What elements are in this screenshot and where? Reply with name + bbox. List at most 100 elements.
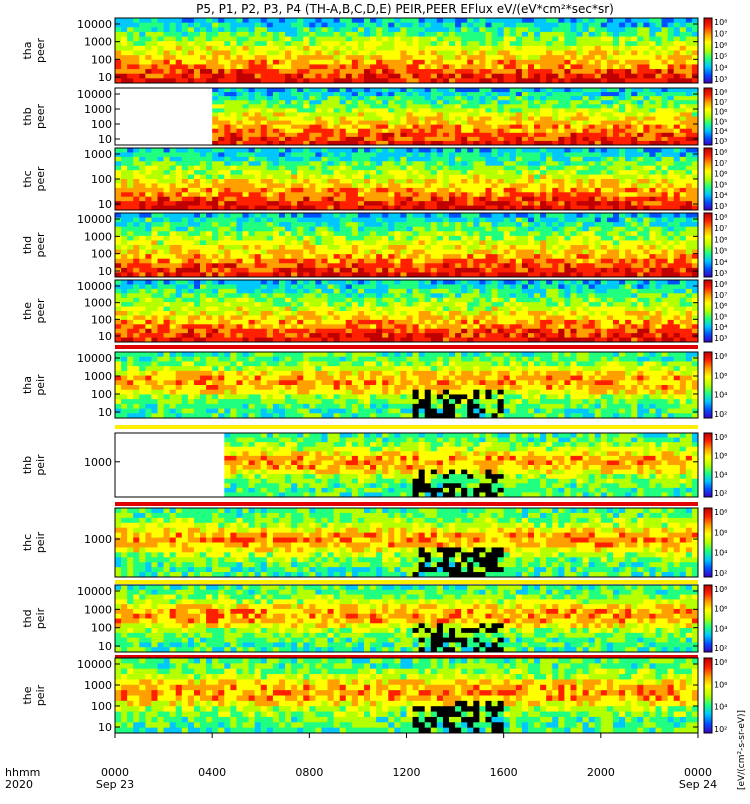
- colorbar-tick-label: 10⁷: [714, 98, 727, 107]
- y-tick-label: 100: [91, 388, 112, 401]
- y-tick-label: 10000: [77, 88, 112, 101]
- colorbar-tick-label: 10⁸: [714, 280, 727, 289]
- x-year-label: 2020: [5, 778, 33, 791]
- y-axis-sublabel: peer: [34, 232, 47, 258]
- y-axis-sublabel: peer: [34, 104, 47, 130]
- colorbar-tick-label: 10⁸: [714, 433, 727, 442]
- colorbar-tick-label: 10³: [714, 334, 727, 343]
- x-tick-date: Sep 24: [679, 778, 717, 791]
- y-tick-label: 1000: [84, 456, 112, 469]
- colorbar-tick-label: 10⁴: [714, 323, 727, 332]
- y-tick-label: 10: [98, 198, 112, 211]
- y-tick-label: 100: [91, 313, 112, 326]
- colorbar-tick-label: 10⁴: [714, 258, 727, 267]
- colorbar-tick-label: 10³: [714, 75, 727, 84]
- colorbar-tick-label: 10⁶: [714, 302, 727, 311]
- colorbar: [704, 213, 712, 277]
- colorbar-tick-label: 10³: [714, 269, 727, 278]
- y-tick-label: 1000: [84, 297, 112, 310]
- colorbar-tick-label: 10²: [714, 489, 727, 498]
- y-axis-label: thb: [21, 107, 34, 125]
- colorbar: [704, 585, 712, 652]
- colorbar: [704, 508, 712, 577]
- y-axis-sublabel: peir: [34, 684, 47, 706]
- colorbar-tick-label: 10⁶: [714, 452, 727, 461]
- y-axis-label: tha: [21, 41, 34, 59]
- colorbar-tick-label: 10⁸: [714, 88, 727, 97]
- colorbar-tick-label: 10⁴: [714, 703, 727, 712]
- y-tick-label: 10: [98, 71, 112, 84]
- y-axis-sublabel: peer: [34, 166, 47, 192]
- colorbar-tick-label: 10⁵: [714, 117, 727, 126]
- y-tick-label: 1000: [84, 103, 112, 116]
- colorbar-tick-label: 10⁵: [714, 52, 727, 61]
- colorbar: [704, 433, 712, 497]
- status-band: [115, 502, 698, 506]
- colorbar-tick-label: 10⁴: [714, 191, 727, 200]
- y-tick-label: 1000: [84, 36, 112, 49]
- y-tick-label: 1000: [84, 679, 112, 692]
- y-axis-sublabel: peer: [34, 298, 47, 324]
- x-tick-label: 0400: [198, 766, 226, 779]
- colorbar-tick-label: 10²: [714, 569, 727, 578]
- colorbar-tick-label: 10⁸: [714, 508, 727, 517]
- colorbar-tick-label: 10⁷: [714, 159, 727, 168]
- colorbar-tick-label: 10⁶: [714, 680, 727, 689]
- y-tick-label: 10: [98, 265, 112, 278]
- colorbar-tick-label: 10⁷: [714, 224, 727, 233]
- colorbar-tick-label: 10⁵: [714, 180, 727, 189]
- y-axis-sublabel: peir: [34, 531, 47, 553]
- colorbar-tick-label: 10⁸: [714, 18, 727, 27]
- y-tick-label: 10: [98, 133, 112, 146]
- colorbar-tick-label: 10⁸: [714, 658, 727, 667]
- x-tick-label: 2000: [587, 766, 615, 779]
- y-axis-label: thd: [21, 236, 34, 254]
- y-tick-label: 10: [98, 721, 112, 734]
- colorbar-tick-label: 10⁷: [714, 29, 727, 38]
- x-tick-label: 1200: [393, 766, 421, 779]
- colorbar-tick-label: 10⁶: [714, 371, 727, 380]
- y-axis-label: the: [21, 686, 34, 704]
- y-tick-label: 10000: [77, 352, 112, 365]
- x-tick-date: Sep 23: [96, 778, 134, 791]
- colorbar-tick-label: 10⁴: [714, 391, 727, 400]
- colorbar-tick-label: 10⁶: [714, 528, 727, 537]
- y-tick-label: 100: [91, 118, 112, 131]
- colorbar-tick-label: 10⁴: [714, 549, 727, 558]
- status-band: [115, 425, 698, 429]
- colorbar: [704, 18, 712, 83]
- colorbar: [704, 352, 712, 418]
- y-tick-label: 1000: [84, 603, 112, 616]
- y-axis-sublabel: peir: [34, 374, 47, 396]
- colorbar-tick-label: 10⁴: [714, 127, 727, 136]
- y-axis-label: thd: [21, 609, 34, 627]
- chart-title: P5, P1, P2, P3, P4 (TH-A,B,C,D,E) PEIR,P…: [196, 2, 614, 16]
- y-tick-label: 1000: [84, 230, 112, 243]
- x-tick-label: 1600: [490, 766, 518, 779]
- y-tick-label: 10: [98, 406, 112, 419]
- y-tick-label: 100: [91, 700, 112, 713]
- colorbar-tick-label: 10⁶: [714, 605, 727, 614]
- status-band: [115, 580, 698, 584]
- y-tick-label: 100: [91, 53, 112, 66]
- y-tick-label: 10000: [77, 213, 112, 226]
- y-tick-label: 100: [91, 622, 112, 635]
- colorbar-tick-label: 10⁴: [714, 64, 727, 73]
- y-axis-label: the: [21, 302, 34, 320]
- colorbar-tick-label: 10³: [714, 202, 727, 211]
- y-tick-label: 1000: [84, 148, 112, 161]
- colorbar-tick-label: 10⁶: [714, 108, 727, 117]
- colorbar-tick-label: 10⁶: [714, 41, 727, 50]
- colorbar-tick-label: 10⁴: [714, 470, 727, 479]
- colorbar-tick-label: 10⁸: [714, 213, 727, 222]
- colorbar-tick-label: 10²: [714, 410, 727, 419]
